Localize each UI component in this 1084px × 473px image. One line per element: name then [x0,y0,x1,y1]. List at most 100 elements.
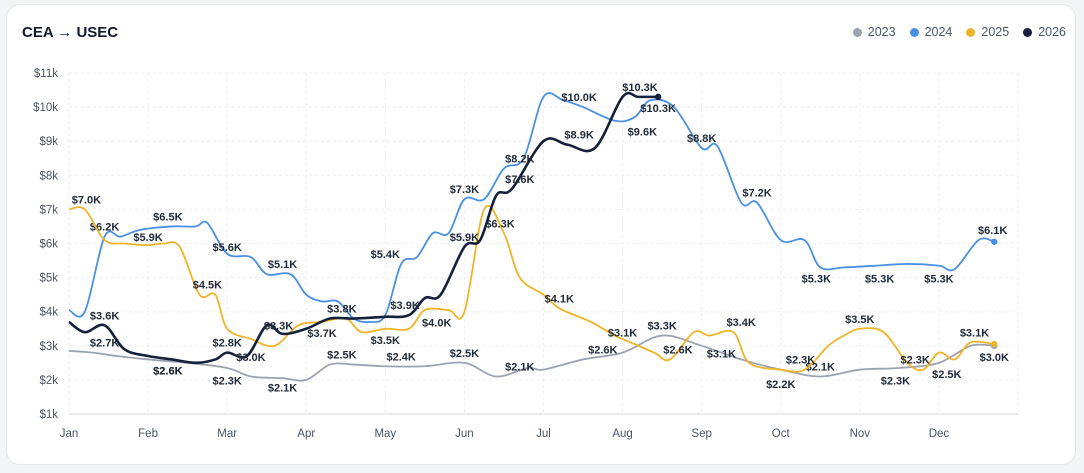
data-label: $2.6K [153,365,182,377]
data-label: $3.0K [236,352,265,364]
data-label: $3.5K [371,335,400,347]
series-line-2025 [68,205,995,373]
chart-title: CEA → USEC [22,24,119,41]
series-line-2024 [68,92,995,324]
series-end-point-2025 [991,340,998,348]
data-label: $6.1K [978,225,1007,237]
data-label: $6.5K [153,211,182,223]
x-tick-label: Jan [60,428,79,440]
data-label: $2.3K [786,355,815,367]
data-label: $5.9K [450,232,479,244]
x-tick-label: Aug [612,428,632,440]
data-label: $3.3K [264,321,293,333]
legend-dot-icon [966,27,976,37]
data-label: $2.6K [588,344,617,356]
legend-label: 2023 [867,25,896,39]
data-label: $7.0K [72,194,101,206]
data-label: $3.7K [307,328,336,340]
data-label: $2.6K [153,365,182,377]
data-label: $2.3K [901,355,930,367]
data-label: $2.7K [90,338,119,350]
x-tick-label: Jul [536,428,551,440]
data-label: $2.3K [881,376,910,388]
x-tick-label: Sep [691,428,711,440]
data-label: $10.3K [640,103,676,115]
series-end-point-2024 [991,238,998,245]
y-tick-label: $1k [39,409,58,421]
data-label: $3.1K [707,348,736,360]
data-label: $5.3K [865,273,894,285]
data-label: $2.8K [212,338,241,350]
legend-label: 2026 [1038,25,1066,39]
data-label: $9.6K [628,127,657,139]
data-label: $2.5K [932,369,961,381]
chart-legend: 2023 2024 2025 2026 [852,25,1066,39]
data-label: $10.0K [561,92,597,104]
legend-label: 2025 [981,25,1010,39]
legend-dot-icon [909,27,919,37]
data-label: $5.3K [924,273,953,285]
data-label: $3.1K [960,327,989,339]
y-tick-label: $2k [39,375,58,387]
data-label: $3.8K [327,304,356,316]
legend-label: 2024 [924,25,953,39]
data-label: $5.1K [268,259,297,271]
y-tick-label: $10k [33,102,58,114]
series-line-2023 [68,334,995,382]
x-tick-label: Apr [297,428,315,440]
legend-item-2024[interactable]: 2024 [909,25,953,39]
data-label: $2.3K [212,376,241,388]
data-label: $3.0K [980,352,1009,364]
data-label: $7.2K [742,188,771,200]
y-tick-label: $7k [39,204,58,216]
data-label: $4.0K [422,318,451,330]
y-tick-label: $8k [39,170,58,182]
data-label: $4.5K [193,280,222,292]
series-end-point-2026 [654,93,662,101]
data-label: $2.4K [386,351,415,363]
data-label: $2.1K [268,382,297,394]
x-tick-label: Oct [772,428,791,440]
y-tick-label: $9k [39,136,58,148]
legend-dot-icon [1023,27,1033,37]
y-tick-label: $3k [39,341,58,353]
data-label: $5.6K [212,242,241,254]
data-label: $8.8K [687,133,716,145]
x-tick-label: May [374,428,396,440]
legend-item-2023[interactable]: 2023 [852,25,896,39]
data-label: $5.3K [802,273,831,285]
data-label: $8.9K [564,130,593,142]
data-label: $7.6K [505,174,534,186]
data-label: $3.9K [390,300,419,312]
y-tick-label: $6k [39,239,58,251]
chart-card [6,4,1076,465]
data-label: $2.1K [806,361,835,373]
x-tick-label: Feb [138,428,158,440]
y-tick-label: $4k [39,307,58,319]
x-tick-label: Mar [217,428,237,440]
data-label: $3.6K [90,310,119,322]
x-tick-label: Nov [850,428,871,440]
series-line-2026 [68,91,659,365]
legend-dot-icon [852,27,862,37]
legend-item-2025[interactable]: 2025 [966,25,1009,39]
data-label: $4.1K [545,293,574,305]
data-label: $7.3K [450,184,479,196]
data-label: $2.2K [766,379,795,391]
data-label: $5.9K [133,232,162,244]
x-tick-label: Jun [455,428,474,440]
data-label: $2.5K [450,348,479,360]
data-label: $3.3K [647,321,676,333]
legend-item-2026[interactable]: 2026 [1023,25,1066,39]
data-label: $3.5K [845,314,874,326]
x-tick-label: Dec [929,428,950,440]
data-label: $3.4K [727,317,756,329]
data-label: $2.5K [327,350,356,362]
data-label: $5.4K [371,249,400,261]
data-label: $2.6K [663,344,692,356]
data-label: $10.3K [622,82,658,94]
data-label: $3.1K [608,327,637,339]
y-tick-label: $5k [39,273,58,285]
y-tick-label: $11k [34,68,58,80]
